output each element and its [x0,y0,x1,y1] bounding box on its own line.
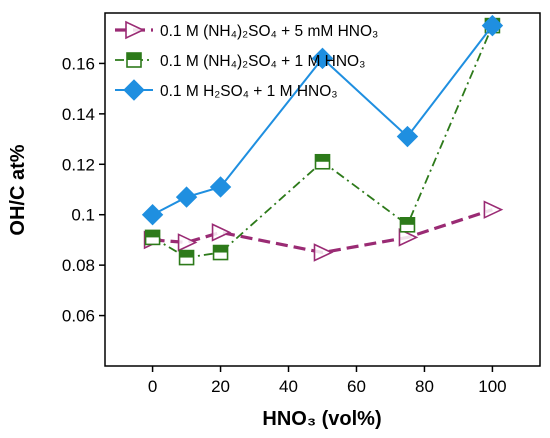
series-2-point [178,249,195,266]
series-1-point [177,233,198,252]
series-3-point [141,204,164,226]
series-3-point [311,47,334,70]
x-tick-label: 80 [415,377,434,396]
series-1-point [211,223,232,242]
legend-swatch-marker-3 [123,79,145,101]
series-2-point [212,244,229,261]
y-tick-label: 0.08 [62,256,95,275]
series-1-point [313,243,334,262]
legend-swatch-marker-1 [125,20,145,40]
series-3 [141,14,504,226]
series-2-point [144,229,161,246]
y-axis: 0.06 0.08 0.1 0.12 0.14 0.16 [62,54,105,326]
series-1-point [398,228,419,247]
legend: 0.1 M (NH₄)₂SO₄ + 5 mM HNO₃ 0.1 M (NH₄)₂… [115,20,378,101]
y-tick-label: 0.06 [62,307,95,326]
plot-area-frame [104,12,541,367]
series-1-line [152,208,493,255]
x-tick-label: 20 [211,377,230,396]
y-tick-label: 0.1 [71,206,95,225]
x-axis: 0 20 40 60 80 100 [148,366,507,396]
x-tick-label: 40 [279,377,298,396]
legend-label-series-3: 0.1 M H₂SO₄ + 1 M HNO₃ [160,83,338,100]
series-1 [143,200,504,262]
x-axis-title: HNO₃ (vol%) [262,408,381,430]
series-3-point [396,125,419,148]
series-2-point [399,217,416,233]
legend-label-series-1: 0.1 M (NH₄)₂SO₄ + 5 mM HNO₃ [160,23,378,40]
series-2-point [314,153,331,170]
series-3-point [481,14,504,37]
legend-label-series-2: 0.1 M (NH₄)₂SO₄ + 1 M HNO₃ [160,53,365,70]
y-axis-title: OH/C at% [7,144,29,235]
x-tick-label: 100 [478,377,506,396]
y-tick-label: 0.12 [62,155,95,174]
series-layer [141,14,504,266]
series-1-point [483,200,504,219]
x-tick-label: 0 [148,377,157,396]
y-tick-label: 0.14 [62,105,95,124]
y-tick-label: 0.16 [62,54,95,73]
legend-swatch-marker-2 [126,52,142,68]
x-tick-label: 60 [347,377,366,396]
series-3-point [175,186,198,208]
series-3-point [209,176,232,198]
